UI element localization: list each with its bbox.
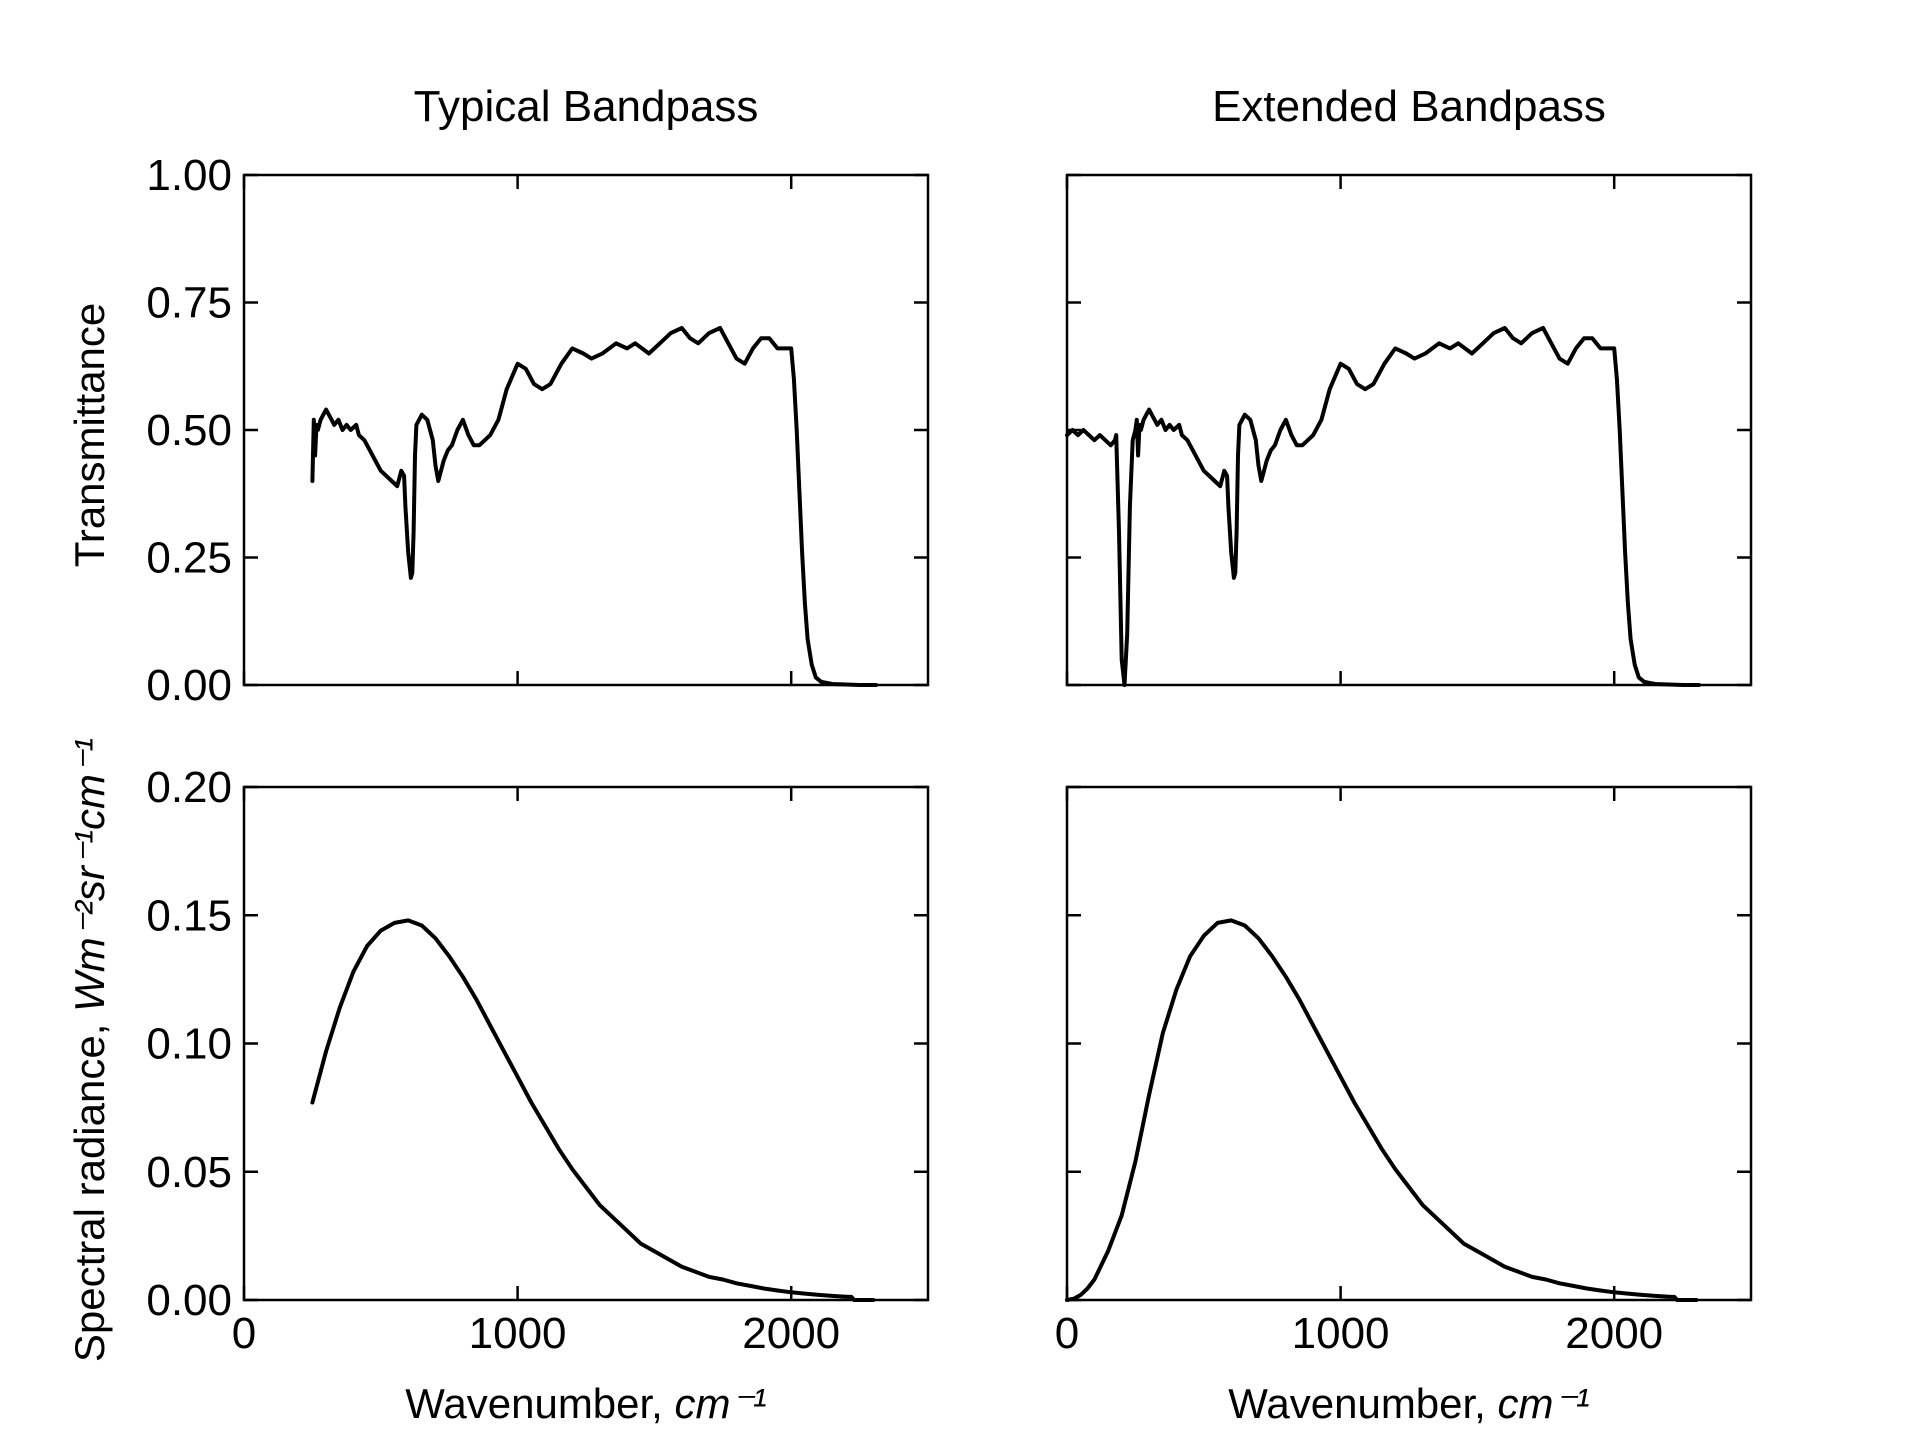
y-axis-label: Transmittance (66, 303, 113, 568)
x-tick-label: 1000 (1292, 1309, 1390, 1358)
y-tick-label: 0.05 (146, 1148, 232, 1197)
y-tick-label: 0.15 (146, 891, 232, 940)
plot-frame (242, 173, 930, 687)
y-tick-label: 0.00 (146, 661, 232, 710)
plot-frame (1065, 785, 1753, 1302)
x-axis-label-text: Wavenumber, (405, 1380, 674, 1427)
y-axis-label-units: Wm⁻²sr⁻¹cm⁻¹ (66, 738, 113, 1012)
panel-typical-radiance: 0.00 0.05 0.10 0.15 0.20 0 1000 2000 Wavenumber,… (66, 738, 930, 1427)
panel-typical-transmittance: 0.00 0.25 0.50 0.75 1.00 Typical Bandpass Tran… (66, 82, 930, 710)
y-tick-label: 0.20 (146, 763, 232, 812)
x-tick-label: 2000 (1565, 1309, 1663, 1358)
panel-title: Typical Bandpass (414, 82, 759, 131)
y-axis-label-text: Transmittance (66, 303, 113, 568)
x-tick-label: 2000 (742, 1309, 840, 1358)
x-tick-label: 0 (1055, 1309, 1079, 1358)
y-tick-label: 0.75 (146, 279, 232, 328)
plot-frame (242, 785, 930, 1302)
panel-extended-radiance: 0 1000 2000 Wavenumber, cm⁻¹ (1055, 785, 1753, 1427)
x-axis-label: Wavenumber, cm⁻¹ (1228, 1380, 1589, 1427)
panel-title: Extended Bandpass (1212, 82, 1606, 131)
x-axis-label-text: Wavenumber, (1228, 1380, 1497, 1427)
series-line (1065, 326, 1701, 687)
x-tick-label: 1000 (469, 1309, 567, 1358)
y-tick-label: 0.50 (146, 406, 232, 455)
series-line (310, 918, 876, 1302)
plot-frame (1065, 173, 1753, 687)
y-tick-label: 0.10 (146, 1020, 232, 1069)
y-axis-label-text: Spectral radiance, (66, 1012, 113, 1362)
y-tick-label: 0.00 (146, 1276, 232, 1325)
y-axis-label: Spectral radiance, Wm⁻²sr⁻¹cm⁻¹ (66, 738, 113, 1362)
x-axis-label-units: cm⁻¹ (1498, 1380, 1590, 1427)
panel-extended-transmittance: Extended Bandpass (1065, 82, 1753, 687)
y-tick-label: 1.00 (146, 151, 232, 200)
y-tick-label: 0.25 (146, 534, 232, 583)
series-line (310, 326, 878, 687)
x-axis-label: Wavenumber, cm⁻¹ (405, 1380, 766, 1427)
x-axis-label-units: cm⁻¹ (675, 1380, 767, 1427)
x-tick-label: 0 (232, 1309, 256, 1358)
series-line (1065, 918, 1699, 1302)
